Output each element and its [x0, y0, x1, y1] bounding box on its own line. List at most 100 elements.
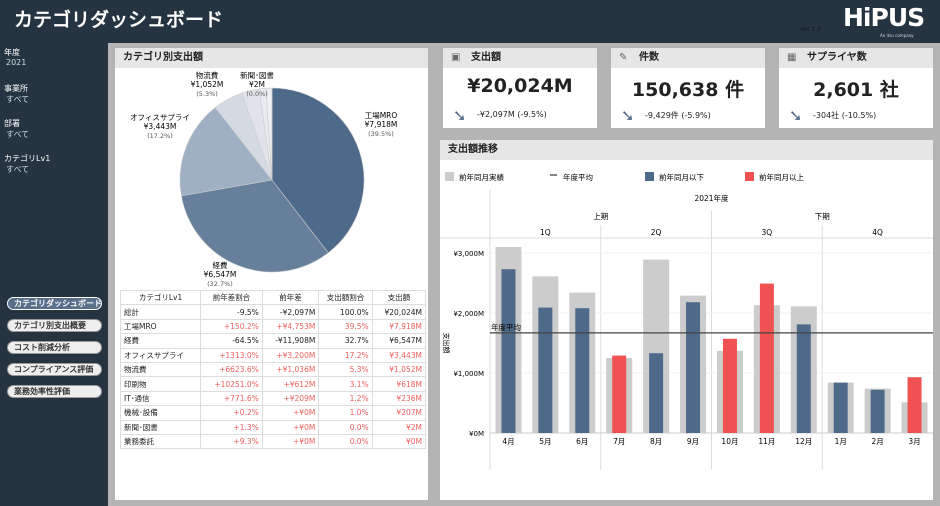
- column-header[interactable]: 前年差割合: [200, 289, 263, 306]
- table-cell: +¥612M: [261, 376, 320, 392]
- pie-percent-label: (5.3%): [196, 90, 218, 98]
- kpi-value: 150,638 件: [631, 79, 745, 101]
- pie-value-label: ¥6,547M: [204, 270, 237, 279]
- spend-bar: [612, 355, 627, 433]
- nav-compliance[interactable]: コンプライアンス評価: [7, 363, 102, 376]
- table-cell: 100.0%: [318, 304, 373, 320]
- table-cell: +¥0M: [261, 433, 320, 450]
- column-header[interactable]: 支出額割合: [318, 289, 373, 306]
- table-cell: +6623.6%: [200, 361, 263, 378]
- kpi-delta: -9,429件 (-5.9%): [645, 111, 711, 120]
- pie-label: オフィスサプライ: [130, 113, 190, 122]
- filter-year[interactable]: 年度 2021: [4, 47, 26, 67]
- table-row[interactable]: オフィスサプライ +1313.0% +¥3,200M 17.2% ¥3,443M: [119, 347, 427, 363]
- table-cell: 経費: [119, 333, 202, 349]
- nav-cost-reduction[interactable]: コスト削減分析: [7, 341, 102, 354]
- table-cell: ¥6,547M: [371, 333, 427, 349]
- table-row[interactable]: 印刷物 +10251.0% +¥612M 3.1% ¥618M: [119, 376, 427, 392]
- table-row[interactable]: 総計 -9.5% -¥2,097M 100.0% ¥20,024M: [119, 304, 427, 320]
- table-cell: IT･通信: [119, 390, 202, 407]
- legend-swatch: [445, 172, 454, 181]
- spend-bar: [796, 324, 811, 433]
- spend-bar: [575, 308, 590, 433]
- pie-percent-label: (39.5%): [368, 130, 394, 138]
- table-cell: ¥618M: [371, 376, 427, 392]
- x-tick-label: 11月: [758, 437, 775, 446]
- table-row[interactable]: 業務委託 +9.3% +¥0M 0.0% ¥0M: [119, 433, 427, 450]
- filter-category[interactable]: カテゴリLv1 すべて: [4, 153, 50, 175]
- column-header[interactable]: カテゴリLv1: [119, 289, 202, 306]
- pie-slice: [181, 179, 329, 273]
- table-cell: 総計: [119, 304, 202, 320]
- nav-category-dashboard[interactable]: カテゴリダッシュボード: [7, 297, 102, 310]
- pie-label: 工場MRO: [365, 110, 398, 120]
- legend-label: 前年同月実績: [459, 172, 504, 182]
- building-icon: ▦: [787, 52, 797, 63]
- table-cell: +1313.0%: [200, 347, 263, 363]
- x-tick-label: 6月: [576, 437, 588, 446]
- pie-chart: 工場MRO¥7,918M(39.5%) 経費¥6,547M(32.7%) オフィスサ…: [130, 70, 398, 288]
- spend-bar: [686, 302, 701, 433]
- pie-value-label: ¥3,443M: [144, 122, 177, 131]
- pie-slice: [179, 107, 273, 197]
- table-cell: -64.5%: [200, 333, 263, 349]
- table-row[interactable]: 機械･設備 +0.2% +¥0M 1.0% ¥207M: [119, 405, 427, 421]
- pie-percent-label: (0.0%): [246, 90, 268, 98]
- spend-bar: [501, 269, 516, 433]
- half-label: 上期: [593, 212, 608, 221]
- spend-bar: [833, 382, 848, 433]
- table-cell: 1.0%: [318, 405, 373, 421]
- column-header[interactable]: 支出額: [371, 289, 427, 306]
- table-row[interactable]: IT･通信 +771.6% +¥209M 1.2% ¥236M: [119, 390, 427, 407]
- kpi-delta: -¥2,097M (-9.5%): [477, 110, 547, 119]
- sidebar: 年度 2021 事業所 すべて 部署 すべて カテゴリLv1 すべて カテゴリダッシュボ…: [0, 43, 108, 506]
- version-label: ver 1.0: [800, 26, 822, 33]
- table-cell: +9.3%: [200, 433, 263, 450]
- panel-title: カテゴリ別支出額: [115, 48, 428, 68]
- money-icon: ▣: [451, 52, 461, 63]
- filter-department[interactable]: 部署 すべて: [4, 118, 29, 140]
- column-header[interactable]: 前年差: [261, 289, 320, 306]
- filter-label: 年度: [4, 48, 20, 57]
- table-cell: ¥20,024M: [371, 304, 427, 320]
- pie-label: 経費: [213, 260, 228, 270]
- y-axis-label: 支出額: [442, 333, 451, 354]
- table-cell: ¥7,918M: [371, 318, 427, 335]
- nav-efficiency[interactable]: 業務効率性評価: [7, 385, 102, 398]
- table-row[interactable]: 工場MRO +150.2% +¥4,753M 39.5% ¥7,918M: [119, 318, 427, 335]
- table-row[interactable]: 新聞･図書 +1.3% +¥0M 0.0% ¥2M: [119, 419, 427, 435]
- table-cell: +1.3%: [200, 419, 263, 435]
- arrow-down-right-icon: ➘: [453, 106, 467, 125]
- filter-value: 2021: [6, 58, 27, 67]
- spend-bar: [870, 389, 885, 433]
- table-cell: +150.2%: [200, 318, 263, 335]
- arrow-down-right-icon: ➘: [621, 106, 635, 125]
- x-tick-label: 3月: [908, 437, 920, 446]
- table-cell: 工場MRO: [119, 318, 202, 335]
- pie-percent-label: (32.7%): [207, 280, 233, 288]
- table-cell: +¥1,036M: [261, 361, 320, 378]
- legend-swatch: [745, 172, 754, 181]
- table-cell: 印刷物: [119, 376, 202, 392]
- table-row[interactable]: 物流費 +6623.6% +¥1,036M 5.3% ¥1,052M: [119, 361, 427, 378]
- table-row[interactable]: 経費 -64.5% -¥11,908M 32.7% ¥6,547M: [119, 333, 427, 349]
- x-tick-label: 5月: [539, 437, 551, 446]
- nav-category-spend-overview[interactable]: カテゴリ別支出概要: [7, 319, 102, 332]
- table-cell: +¥209M: [261, 390, 320, 407]
- half-label: 下期: [815, 212, 830, 221]
- filter-value: すべて: [6, 130, 30, 139]
- filter-label: カテゴリLv1: [4, 154, 51, 163]
- table-cell: +¥0M: [261, 405, 320, 421]
- arrow-down-right-icon: ➘: [789, 106, 803, 125]
- filter-office[interactable]: 事業所 すべて: [4, 83, 29, 105]
- kpi-spend: ▣ 支出額 ¥20,024M ➘ -¥2,097M (-9.5%): [443, 48, 597, 128]
- pie-percent-label: (17.2%): [147, 132, 173, 140]
- header: カテゴリダッシュボード ver 1.0 HiPUS An itsu compan…: [0, 0, 940, 43]
- spend-bar: [649, 353, 664, 433]
- x-tick-label: 12月: [795, 437, 812, 446]
- table-cell: ¥1,052M: [371, 361, 427, 378]
- logo: HiPUS: [843, 3, 925, 32]
- panel-title: 支出額推移: [440, 140, 933, 160]
- page-title: カテゴリダッシュボード: [14, 9, 224, 31]
